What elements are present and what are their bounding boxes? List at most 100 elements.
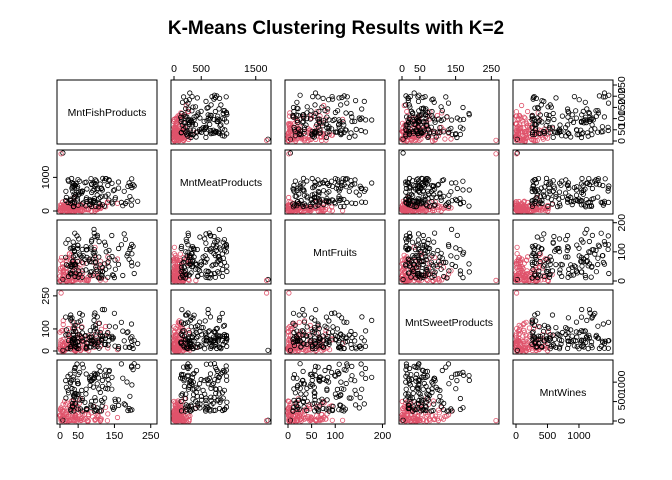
- point-cluster-1: [191, 370, 197, 376]
- tick-label: 50: [414, 63, 426, 75]
- point-cluster-1: [223, 242, 229, 248]
- point-cluster-1: [414, 199, 420, 205]
- point-cluster-1: [337, 130, 344, 136]
- point-cluster-1: [331, 310, 338, 316]
- point-cluster-1: [533, 125, 539, 131]
- point-cluster-1: [547, 261, 553, 267]
- point-cluster-1: [298, 180, 304, 186]
- point-cluster-1: [208, 343, 214, 350]
- point-cluster-2: [293, 136, 300, 142]
- point-cluster-1: [420, 129, 426, 135]
- tick-label: 0: [171, 63, 177, 75]
- point-cluster-1: [329, 407, 335, 413]
- point-cluster-1: [75, 242, 81, 248]
- point-cluster-1: [201, 259, 207, 265]
- point-cluster-2: [513, 207, 519, 213]
- point-cluster-1: [410, 404, 417, 410]
- point-cluster-1: [438, 266, 444, 272]
- point-cluster-1: [203, 231, 209, 237]
- point-cluster-2: [64, 406, 70, 412]
- point-cluster-1: [208, 337, 214, 344]
- point-cluster-1: [362, 328, 369, 334]
- point-cluster-1: [83, 345, 89, 351]
- point-cluster-1: [70, 336, 77, 342]
- point-cluster-1: [218, 102, 224, 108]
- point-cluster-1: [324, 386, 330, 392]
- point-cluster-1: [549, 268, 556, 274]
- point-cluster-1: [605, 246, 611, 252]
- point-cluster-2: [296, 319, 302, 325]
- point-cluster-1: [411, 90, 417, 96]
- point-cluster-1: [338, 102, 344, 108]
- point-cluster-1: [353, 189, 359, 195]
- point-cluster-1: [219, 310, 225, 316]
- point-cluster-2: [60, 269, 67, 276]
- point-cluster-1: [593, 269, 600, 275]
- point-cluster-1: [325, 106, 331, 112]
- point-cluster-1: [586, 306, 593, 313]
- point-cluster-1: [553, 261, 559, 268]
- point-cluster-1: [546, 181, 552, 187]
- panel-box: [512, 79, 614, 145]
- point-cluster-1: [340, 404, 346, 410]
- point-cluster-2: [60, 336, 66, 342]
- point-cluster-1: [184, 363, 190, 369]
- point-cluster-1: [529, 317, 536, 323]
- point-cluster-1: [188, 134, 194, 141]
- point-cluster-1: [545, 324, 551, 330]
- point-cluster-2: [173, 276, 179, 283]
- point-cluster-1: [76, 391, 82, 397]
- point-cluster-1: [83, 247, 89, 253]
- point-cluster-1: [343, 127, 349, 133]
- point-cluster-2: [399, 202, 405, 209]
- point-cluster-2: [98, 258, 104, 264]
- point-cluster-2: [516, 331, 522, 337]
- point-cluster-1: [203, 246, 209, 252]
- point-cluster-1: [352, 133, 358, 139]
- point-cluster-1: [97, 329, 103, 336]
- point-cluster-1: [220, 108, 226, 114]
- point-cluster-1: [403, 361, 409, 367]
- point-cluster-1: [128, 321, 135, 327]
- point-cluster-1: [582, 186, 588, 192]
- point-cluster-1: [439, 255, 445, 261]
- point-cluster-1: [186, 97, 192, 103]
- point-cluster-1: [188, 408, 194, 414]
- point-cluster-2: [530, 277, 536, 283]
- point-cluster-1: [545, 118, 551, 125]
- point-cluster-1: [557, 267, 563, 273]
- point-cluster-2: [420, 416, 426, 422]
- point-cluster-1: [186, 379, 192, 385]
- point-cluster-1: [338, 131, 345, 137]
- point-cluster-1: [112, 257, 118, 263]
- panel-MntSweetProducts-vs-MntMeatProducts: [170, 289, 272, 355]
- point-cluster-1: [203, 361, 209, 367]
- point-cluster-1: [100, 336, 106, 342]
- point-cluster-1: [106, 177, 112, 184]
- point-cluster-1: [349, 363, 355, 369]
- point-cluster-1: [422, 177, 428, 183]
- point-cluster-2: [515, 258, 522, 264]
- point-cluster-1: [328, 369, 335, 375]
- point-cluster-1: [311, 327, 317, 333]
- point-cluster-1: [532, 272, 538, 279]
- point-cluster-1: [335, 345, 342, 351]
- point-cluster-1: [352, 98, 359, 104]
- point-cluster-1: [559, 262, 566, 268]
- panel-box: [512, 289, 614, 355]
- point-cluster-1: [94, 232, 100, 238]
- point-cluster-1: [316, 325, 322, 331]
- point-cluster-1: [605, 188, 611, 194]
- point-cluster-1: [454, 371, 460, 377]
- point-cluster-1: [457, 201, 463, 207]
- point-cluster-1: [352, 331, 358, 338]
- point-cluster-1: [457, 406, 463, 412]
- point-cluster-1: [602, 94, 608, 100]
- point-cluster-1: [536, 268, 542, 274]
- point-cluster-1: [124, 329, 130, 336]
- point-cluster-1: [89, 189, 95, 196]
- point-cluster-1: [589, 122, 595, 128]
- point-cluster-1: [537, 324, 543, 330]
- point-cluster-1: [204, 105, 210, 111]
- point-cluster-1: [448, 226, 455, 232]
